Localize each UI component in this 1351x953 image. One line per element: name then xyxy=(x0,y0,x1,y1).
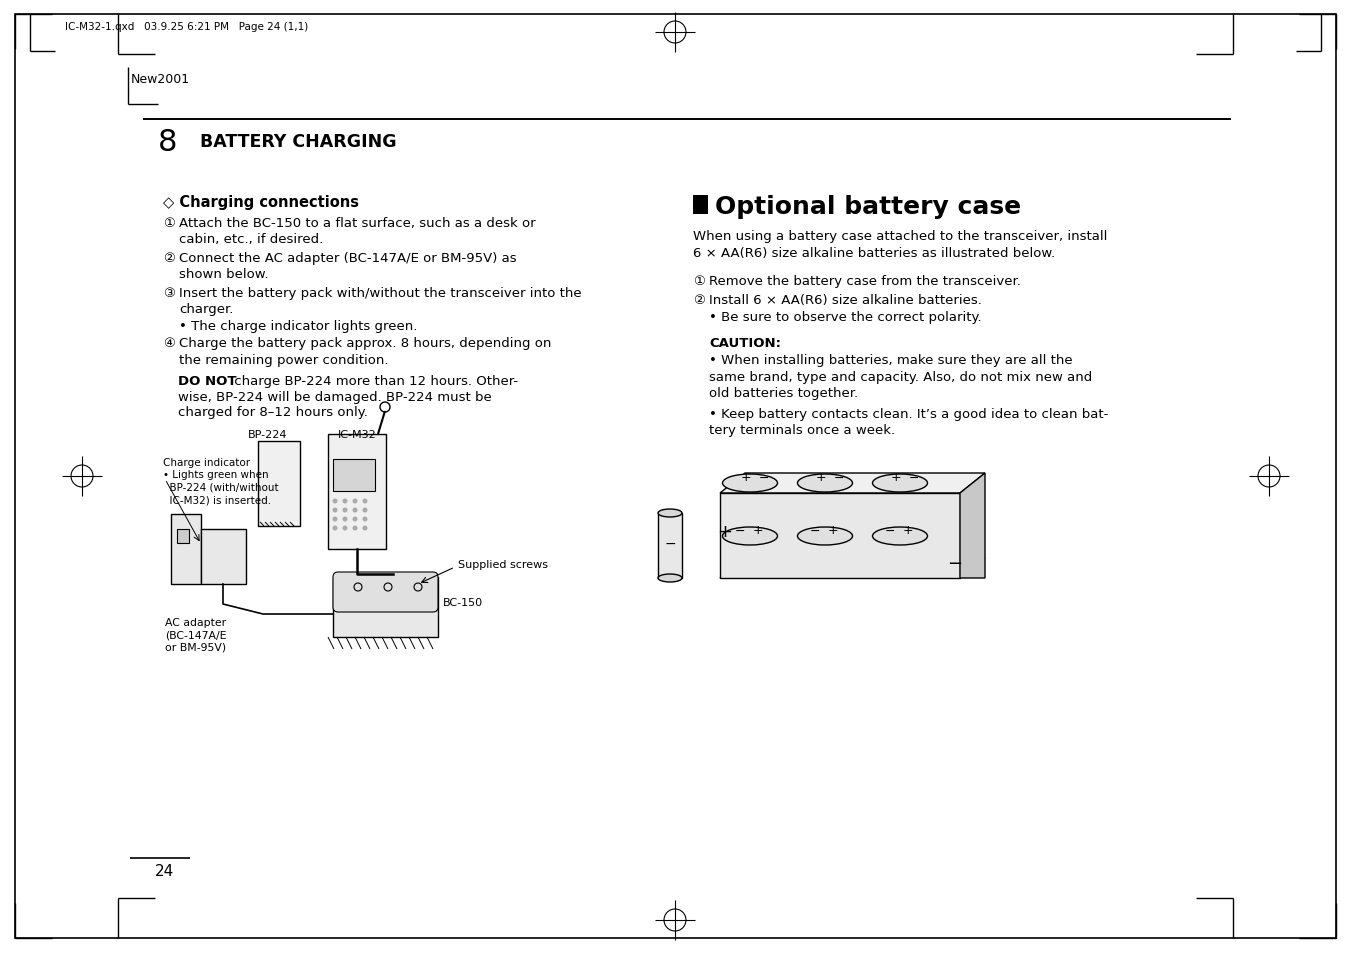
Circle shape xyxy=(332,517,338,522)
Ellipse shape xyxy=(873,527,928,545)
Text: ②: ② xyxy=(163,252,174,265)
Bar xyxy=(172,515,201,584)
Text: ③: ③ xyxy=(163,287,174,299)
Text: Remove the battery case from the transceiver.: Remove the battery case from the transce… xyxy=(709,274,1021,288)
Text: IC-M32: IC-M32 xyxy=(338,430,377,439)
Text: −: − xyxy=(809,524,820,537)
Text: CAUTION:: CAUTION: xyxy=(709,337,781,350)
Text: Attach the BC-150 to a flat surface, such as a desk or
cabin, etc., if desired.: Attach the BC-150 to a flat surface, suc… xyxy=(178,216,535,246)
Bar xyxy=(258,441,300,526)
Text: Install 6 × AA(R6) size alkaline batteries.
• Be sure to observe the correct pol: Install 6 × AA(R6) size alkaline batteri… xyxy=(709,294,982,324)
Text: ◇ Charging connections: ◇ Charging connections xyxy=(163,194,359,210)
Ellipse shape xyxy=(658,510,682,517)
Text: BP-224: BP-224 xyxy=(249,430,288,439)
Text: ②: ② xyxy=(693,294,705,307)
Ellipse shape xyxy=(873,475,928,493)
Ellipse shape xyxy=(658,575,682,582)
Circle shape xyxy=(362,499,367,504)
Ellipse shape xyxy=(723,527,777,545)
Circle shape xyxy=(353,526,358,531)
Text: BATTERY CHARGING: BATTERY CHARGING xyxy=(200,132,397,151)
Text: Optional battery case: Optional battery case xyxy=(715,194,1021,219)
Bar xyxy=(332,578,438,638)
Text: ①: ① xyxy=(693,274,705,288)
Text: • Keep battery contacts clean. It’s a good idea to clean bat-
tery terminals onc: • Keep battery contacts clean. It’s a go… xyxy=(709,408,1108,437)
Text: • When installing batteries, make sure they are all the
same brand, type and cap: • When installing batteries, make sure t… xyxy=(709,355,1092,400)
Circle shape xyxy=(353,517,358,522)
Ellipse shape xyxy=(723,475,777,493)
Text: BC-150: BC-150 xyxy=(443,598,484,607)
Polygon shape xyxy=(961,474,985,578)
Text: +: + xyxy=(816,471,827,484)
Circle shape xyxy=(343,517,347,522)
Circle shape xyxy=(332,508,338,513)
Text: charged for 8–12 hours only.: charged for 8–12 hours only. xyxy=(178,406,367,419)
Bar xyxy=(658,514,682,578)
FancyBboxPatch shape xyxy=(332,573,438,613)
Text: Charge the battery pack approx. 8 hours, depending on
the remaining power condit: Charge the battery pack approx. 8 hours,… xyxy=(178,337,551,367)
Circle shape xyxy=(343,499,347,504)
Text: Insert the battery pack with/without the transceiver into the
charger.
• The cha: Insert the battery pack with/without the… xyxy=(178,287,582,333)
Circle shape xyxy=(343,508,347,513)
Bar xyxy=(201,530,246,584)
Text: AC adapter
(BC-147A/E
or BM-95V): AC adapter (BC-147A/E or BM-95V) xyxy=(165,618,227,652)
Bar xyxy=(328,435,386,550)
Text: 8: 8 xyxy=(158,128,177,157)
Text: ④: ④ xyxy=(163,337,174,350)
Text: IC-M32-1.qxd   03.9.25 6:21 PM   Page 24 (1,1): IC-M32-1.qxd 03.9.25 6:21 PM Page 24 (1,… xyxy=(65,22,308,32)
Text: When using a battery case attached to the transceiver, install
6 × AA(R6) size a: When using a battery case attached to th… xyxy=(693,230,1108,259)
Ellipse shape xyxy=(797,527,852,545)
Text: +: + xyxy=(828,524,839,537)
Text: +: + xyxy=(753,524,763,537)
Text: −: − xyxy=(909,471,919,484)
Text: Connect the AC adapter (BC-147A/E or BM-95V) as
shown below.: Connect the AC adapter (BC-147A/E or BM-… xyxy=(178,252,516,281)
Text: +: + xyxy=(740,471,751,484)
Circle shape xyxy=(353,508,358,513)
Circle shape xyxy=(362,517,367,522)
Text: 24: 24 xyxy=(155,863,174,878)
Text: −: − xyxy=(759,471,769,484)
Bar xyxy=(332,459,376,492)
Text: Charge indicator
• Lights green when
  BP-224 (with/without
  IC-M32) is inserte: Charge indicator • Lights green when BP-… xyxy=(163,457,278,505)
Polygon shape xyxy=(720,558,985,578)
Circle shape xyxy=(343,526,347,531)
Circle shape xyxy=(353,499,358,504)
Circle shape xyxy=(362,508,367,513)
Bar xyxy=(177,530,189,543)
Text: DO NOT: DO NOT xyxy=(178,375,236,388)
Circle shape xyxy=(362,526,367,531)
Text: −: − xyxy=(885,524,896,537)
Text: +: + xyxy=(902,524,913,537)
Text: Supplied screws: Supplied screws xyxy=(458,559,549,569)
Text: +: + xyxy=(717,522,732,540)
Text: −: − xyxy=(665,537,676,551)
Polygon shape xyxy=(720,474,985,494)
Text: −: − xyxy=(834,471,844,484)
Text: wise, BP-224 will be damaged. BP-224 must be: wise, BP-224 will be damaged. BP-224 mus… xyxy=(178,391,492,403)
Text: −: − xyxy=(735,524,746,537)
Text: New2001: New2001 xyxy=(131,73,190,86)
Text: charge BP-224 more than 12 hours. Other-: charge BP-224 more than 12 hours. Other- xyxy=(230,375,519,388)
Circle shape xyxy=(332,526,338,531)
Polygon shape xyxy=(720,494,961,578)
Circle shape xyxy=(332,499,338,504)
Text: ①: ① xyxy=(163,216,174,230)
Bar xyxy=(693,195,708,214)
Text: +: + xyxy=(890,471,901,484)
Ellipse shape xyxy=(797,475,852,493)
Text: −: − xyxy=(947,555,962,573)
